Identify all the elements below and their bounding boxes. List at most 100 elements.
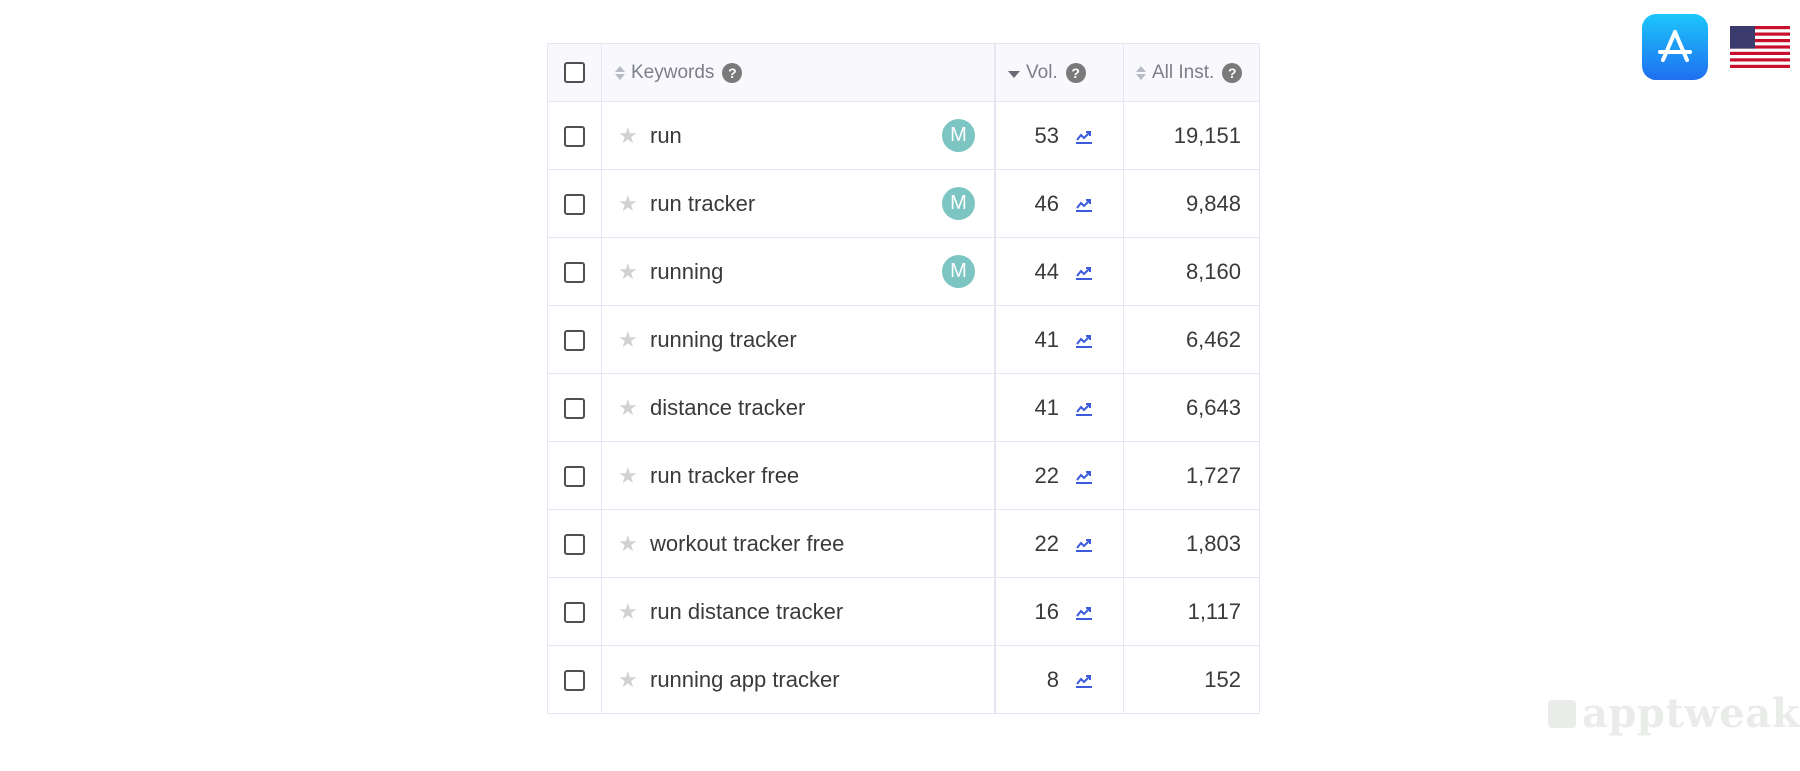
volume-cell: 22 — [994, 441, 1124, 510]
volume-value: 46 — [1034, 190, 1059, 216]
keyword-text: run — [650, 122, 682, 148]
row-select-cell — [547, 373, 602, 442]
header-keywords-label: Keywords — [631, 61, 715, 83]
table-row: ★ run tracker M 46 9,848 — [547, 169, 1260, 238]
row-select-cell — [547, 237, 602, 306]
table-body: ★ run M 53 19,151 — [547, 101, 1260, 714]
table-row: ★ distance tracker 41 6,643 — [547, 373, 1260, 442]
volume-value: 22 — [1034, 462, 1059, 488]
star-icon[interactable]: ★ — [618, 258, 638, 284]
help-icon[interactable]: ? — [1222, 62, 1243, 83]
trend-chart-icon[interactable] — [1075, 332, 1093, 348]
star-icon[interactable]: ★ — [618, 462, 638, 488]
volume-value: 53 — [1034, 122, 1059, 148]
star-icon[interactable]: ★ — [618, 530, 638, 556]
us-flag-icon[interactable] — [1730, 26, 1790, 68]
volume-cell: 53 — [994, 101, 1124, 170]
monitored-badge: M — [942, 255, 975, 288]
trend-chart-icon[interactable] — [1075, 400, 1093, 416]
star-icon[interactable]: ★ — [618, 326, 638, 352]
volume-value: 41 — [1034, 394, 1059, 420]
installs-value: 1,117 — [1187, 598, 1241, 624]
star-icon[interactable]: ★ — [618, 666, 638, 692]
row-checkbox[interactable] — [564, 262, 585, 284]
header-keywords[interactable]: Keywords ? — [601, 43, 996, 102]
trend-chart-icon[interactable] — [1075, 604, 1093, 620]
star-icon[interactable]: ★ — [618, 190, 638, 216]
trend-chart-icon[interactable] — [1075, 468, 1093, 484]
row-checkbox[interactable] — [564, 194, 585, 216]
row-checkbox[interactable] — [564, 398, 585, 420]
keyword-text: workout tracker free — [650, 530, 845, 556]
volume-value: 22 — [1034, 530, 1059, 556]
keyword-cell: ★ running app tracker — [601, 645, 996, 714]
monitored-badge: M — [942, 119, 975, 152]
volume-value: 8 — [1046, 666, 1059, 692]
row-checkbox[interactable] — [564, 670, 585, 692]
trend-chart-icon[interactable] — [1075, 536, 1093, 552]
installs-cell: 19,151 — [1123, 101, 1260, 170]
installs-value: 1,803 — [1185, 530, 1241, 556]
sort-descending-icon — [1008, 70, 1020, 78]
row-checkbox[interactable] — [564, 126, 585, 148]
installs-cell: 1,803 — [1123, 509, 1260, 578]
trend-chart-icon[interactable] — [1075, 196, 1093, 212]
installs-cell: 6,462 — [1123, 305, 1260, 374]
keyword-text: distance tracker — [650, 394, 806, 420]
table-header-row: Keywords ? Vol. ? All Inst. ? — [547, 43, 1260, 102]
table-row: ★ running app tracker 8 152 — [547, 645, 1260, 714]
keyword-cell: ★ running tracker — [601, 305, 996, 374]
table-row: ★ workout tracker free 22 1,803 — [547, 509, 1260, 578]
row-select-cell — [547, 509, 602, 578]
star-icon[interactable]: ★ — [618, 598, 638, 624]
keyword-cell: ★ run tracker M — [601, 169, 996, 238]
help-icon[interactable]: ? — [1065, 62, 1086, 83]
keyword-text: running — [650, 258, 724, 284]
row-select-cell — [547, 101, 602, 170]
header-installs-label: All Inst. — [1152, 61, 1215, 83]
apptweak-logo-icon — [1548, 699, 1576, 728]
installs-value: 152 — [1204, 666, 1241, 692]
sort-icon — [615, 65, 625, 80]
app-store-icon[interactable] — [1642, 14, 1708, 80]
keyword-text: run tracker free — [650, 462, 800, 488]
volume-cell: 41 — [994, 373, 1124, 442]
trend-chart-icon[interactable] — [1075, 128, 1093, 144]
installs-value: 9,848 — [1185, 190, 1241, 216]
keyword-text: running app tracker — [650, 666, 840, 692]
installs-cell: 9,848 — [1123, 169, 1260, 238]
volume-cell: 16 — [994, 577, 1124, 646]
keyword-text: running tracker — [650, 326, 797, 352]
row-select-cell — [547, 441, 602, 510]
header-select-cell — [547, 43, 602, 102]
select-all-checkbox[interactable] — [564, 61, 585, 83]
installs-cell: 6,643 — [1123, 373, 1260, 442]
installs-cell: 152 — [1123, 645, 1260, 714]
help-icon[interactable]: ? — [722, 62, 743, 83]
sort-icon — [1136, 65, 1146, 80]
row-select-cell — [547, 645, 602, 714]
header-installs[interactable]: All Inst. ? — [1123, 43, 1260, 102]
trend-chart-icon[interactable] — [1075, 264, 1093, 280]
volume-cell: 46 — [994, 169, 1124, 238]
row-checkbox[interactable] — [564, 330, 585, 352]
installs-value: 19,151 — [1173, 122, 1241, 148]
keyword-cell: ★ run distance tracker — [601, 577, 996, 646]
row-checkbox[interactable] — [564, 602, 585, 624]
star-icon[interactable]: ★ — [618, 394, 638, 420]
installs-cell: 1,727 — [1123, 441, 1260, 510]
keyword-cell: ★ running M — [601, 237, 996, 306]
installs-value: 6,643 — [1185, 394, 1241, 420]
row-checkbox[interactable] — [564, 534, 585, 556]
keyword-text: run tracker — [650, 190, 756, 216]
volume-value: 41 — [1034, 326, 1059, 352]
volume-cell: 22 — [994, 509, 1124, 578]
row-checkbox[interactable] — [564, 466, 585, 488]
row-select-cell — [547, 577, 602, 646]
header-volume[interactable]: Vol. ? — [994, 43, 1124, 102]
table-row: ★ running M 44 8,160 — [547, 237, 1260, 306]
star-icon[interactable]: ★ — [618, 122, 638, 148]
keyword-cell: ★ workout tracker free — [601, 509, 996, 578]
trend-chart-icon[interactable] — [1075, 672, 1093, 688]
keyword-text: run distance tracker — [650, 598, 844, 624]
